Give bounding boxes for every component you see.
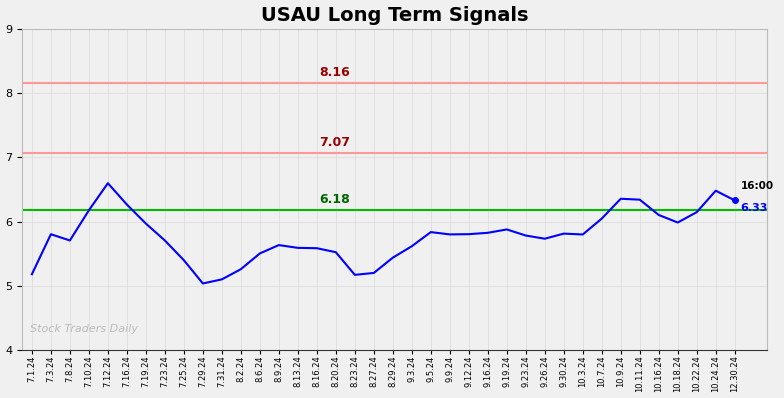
Title: USAU Long Term Signals: USAU Long Term Signals	[261, 6, 528, 25]
Text: 6.33: 6.33	[740, 203, 768, 213]
Text: 8.16: 8.16	[320, 66, 350, 79]
Text: 16:00: 16:00	[740, 181, 774, 191]
Text: 6.18: 6.18	[320, 193, 350, 206]
Text: Stock Traders Daily: Stock Traders Daily	[30, 324, 138, 334]
Text: 7.07: 7.07	[320, 136, 350, 149]
